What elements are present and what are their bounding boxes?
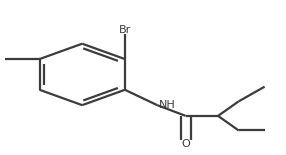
- Text: O: O: [181, 139, 190, 149]
- Text: NH: NH: [159, 100, 176, 110]
- Text: Br: Br: [119, 25, 131, 35]
